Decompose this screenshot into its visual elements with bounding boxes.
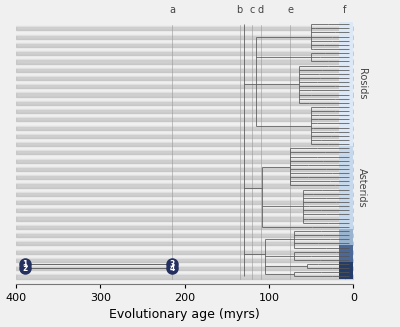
Bar xyxy=(339,229,353,246)
Bar xyxy=(339,246,353,262)
Text: e: e xyxy=(287,6,293,15)
Text: 1: 1 xyxy=(22,260,27,268)
Text: 3: 3 xyxy=(170,260,175,268)
Text: Rosids: Rosids xyxy=(357,68,367,100)
Bar xyxy=(339,146,353,229)
Text: d: d xyxy=(258,6,264,15)
Text: 2: 2 xyxy=(22,264,27,273)
Text: b: b xyxy=(236,6,243,15)
Bar xyxy=(339,22,353,146)
Bar xyxy=(339,262,353,279)
Text: f: f xyxy=(343,6,347,15)
Text: a: a xyxy=(169,6,175,15)
X-axis label: Evolutionary age (myrs): Evolutionary age (myrs) xyxy=(109,308,260,321)
Text: 4: 4 xyxy=(170,264,175,273)
Text: c: c xyxy=(250,6,255,15)
Text: Asterids: Asterids xyxy=(357,168,367,207)
